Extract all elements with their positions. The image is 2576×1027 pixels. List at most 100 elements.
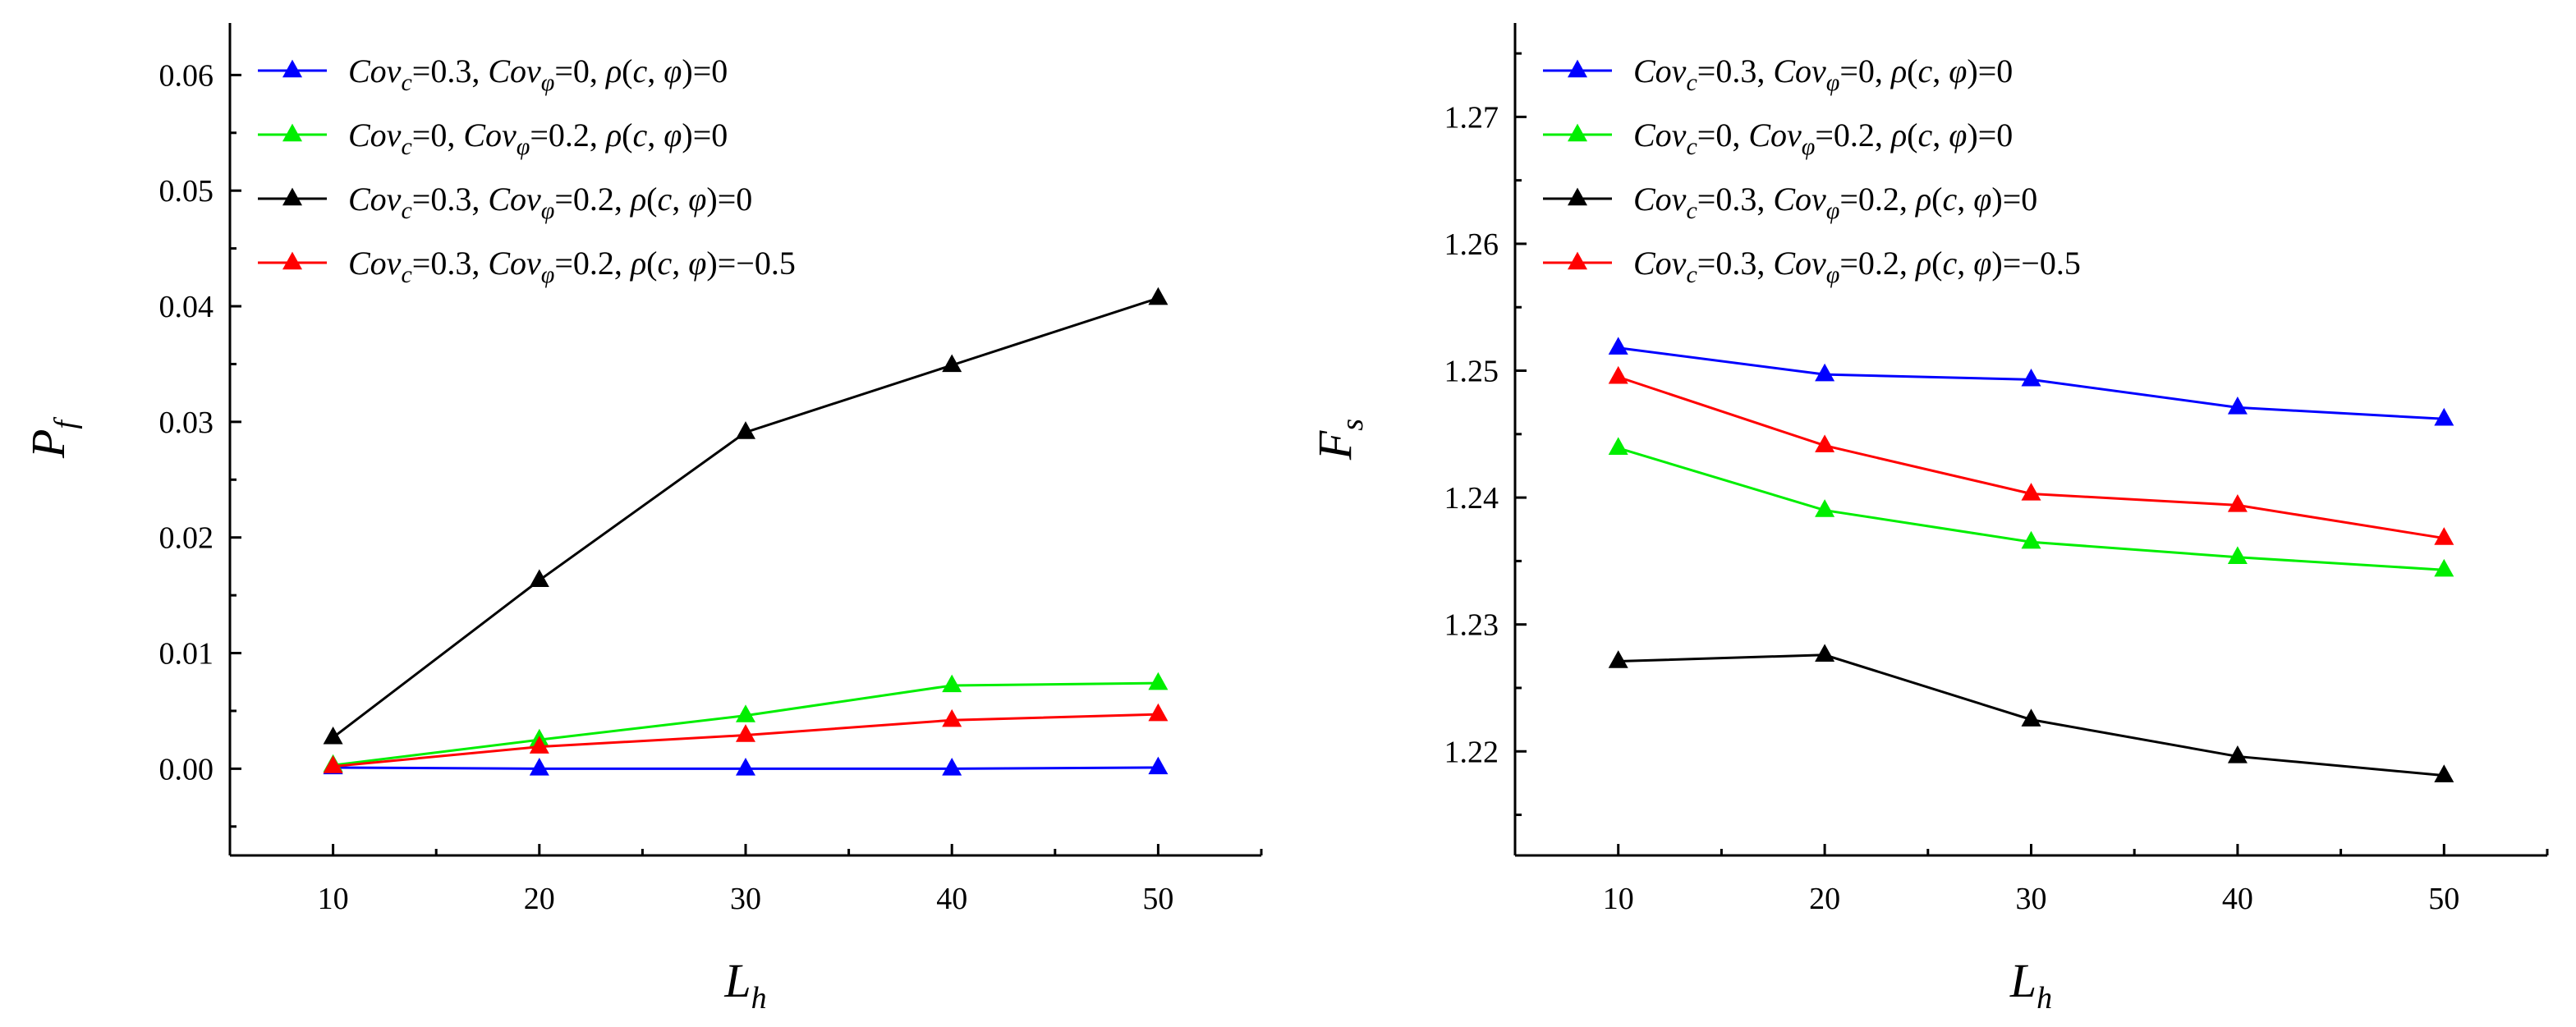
series: [1608, 437, 2454, 577]
legend-label: Covc=0, Covφ=0.2, ρ(c, φ)=0: [1633, 117, 2013, 160]
data-point-marker: [942, 354, 962, 373]
legend-label: Covc=0.3, Covφ=0, ρ(c, φ)=0: [348, 53, 728, 96]
data-point-marker: [1815, 363, 1835, 382]
legend-marker: [282, 123, 302, 142]
y-axis-title: Pf: [21, 417, 83, 459]
y-tick-label: 0.02: [159, 521, 214, 556]
data-point-marker: [2227, 745, 2248, 763]
data-point-marker: [1815, 434, 1835, 452]
legend-marker: [1568, 123, 1587, 142]
data-point-marker: [942, 674, 962, 693]
data-point-marker: [736, 724, 755, 742]
data-point-marker: [1148, 756, 1169, 775]
legend: Covc=0.3, Covφ=0, ρ(c, φ)=0 Covc=0, Covφ=…: [1543, 53, 2081, 288]
y-tick-label: 0.01: [159, 637, 214, 672]
y-tick-label: 1.27: [1444, 100, 1499, 135]
y-axis-title: Fs: [1308, 419, 1370, 461]
y-tick-label: 0.04: [159, 290, 214, 324]
x-tick-label: 20: [1809, 882, 1840, 916]
legend-item: Covc=0, Covφ=0.2, ρ(c, φ)=0: [258, 117, 728, 160]
legend-item: Covc=0.3, Covφ=0, ρ(c, φ)=0: [1543, 53, 2013, 96]
data-point-marker: [1608, 437, 1628, 456]
data-point-marker: [2434, 407, 2454, 426]
x-tick-label: 40: [2222, 882, 2253, 916]
series-line: [1618, 375, 2445, 540]
data-point-marker: [1815, 499, 1835, 517]
legend-label: Covc=0.3, Covφ=0.2, ρ(c, φ)=0: [1633, 181, 2037, 224]
chart-safety-factor: 1.22 1.23 1.24 1.25 1.26 1.27 10 20 30 40 50 Lh Fs Co…: [1308, 23, 2549, 1016]
axes: 1.22 1.23 1.24 1.25 1.26 1.27 10 20 30 40 50: [1444, 23, 2549, 916]
x-tick-label: 10: [318, 882, 349, 916]
y-tick-label: 1.23: [1444, 608, 1499, 643]
y-tick-label: 0.06: [159, 58, 214, 93]
series-line: [1618, 447, 2445, 571]
series: [1608, 365, 2454, 545]
legend-label: Covc=0.3, Covφ=0, ρ(c, φ)=0: [1633, 53, 2013, 96]
x-axis-title: Lh: [723, 954, 766, 1016]
data-point-marker: [942, 708, 962, 727]
data-point-marker: [2021, 368, 2041, 387]
data-point-marker: [1608, 337, 1628, 355]
y-tick-label: 1.25: [1444, 355, 1499, 389]
data-point-marker: [323, 726, 343, 745]
data-point-marker: [2434, 558, 2454, 577]
x-tick-label: 30: [730, 882, 761, 916]
x-tick-label: 50: [1142, 882, 1173, 916]
legend-label: Covc=0, Covφ=0.2, ρ(c, φ)=0: [348, 117, 728, 160]
legend-item: Covc=0, Covφ=0.2, ρ(c, φ)=0: [1543, 117, 2013, 160]
data-point-marker: [2021, 530, 2041, 549]
series: [1608, 337, 2454, 426]
data-point-marker: [942, 757, 962, 776]
legend-label: Covc=0.3, Covφ=0.2, ρ(c, φ)=−0.5: [1633, 245, 2081, 288]
data-point-marker: [2021, 483, 2041, 501]
legend-marker: [282, 187, 302, 206]
data-point-marker: [2434, 527, 2454, 545]
series: [323, 672, 1169, 773]
legend-label: Covc=0.3, Covφ=0.2, ρ(c, φ)=0: [348, 181, 752, 224]
legend-marker: [1568, 59, 1587, 78]
data-point-marker: [736, 421, 755, 439]
data-point-marker: [736, 704, 755, 722]
y-tick-label: 1.22: [1444, 735, 1499, 769]
data-point-marker: [1148, 703, 1169, 722]
legend-item: Covc=0.3, Covφ=0.2, ρ(c, φ)=−0.5: [258, 245, 796, 288]
series: [323, 703, 1169, 773]
legend-marker: [1568, 251, 1587, 270]
data-point-marker: [1608, 365, 1628, 384]
chart-failure-probability: 0.00 0.01 0.02 0.03 0.04 0.05 0.06 10 20 30 40 50 Lh…: [21, 23, 1263, 1016]
data-point-marker: [1815, 644, 1835, 662]
data-point-marker: [529, 569, 549, 588]
series: [323, 287, 1169, 745]
series: [1608, 644, 2454, 782]
legend-item: Covc=0.3, Covφ=0.2, ρ(c, φ)=−0.5: [1543, 245, 2081, 288]
legend-marker: [282, 251, 302, 270]
x-tick-label: 30: [2016, 882, 2047, 916]
legend-marker: [1568, 187, 1587, 206]
y-tick-label: 1.26: [1444, 227, 1499, 262]
legend-label: Covc=0.3, Covφ=0.2, ρ(c, φ)=−0.5: [348, 245, 796, 288]
data-point-marker: [323, 755, 343, 773]
data-point-marker: [1148, 672, 1169, 690]
x-tick-label: 40: [936, 882, 967, 916]
data-point-marker: [736, 757, 755, 776]
data-point-marker: [1148, 287, 1169, 305]
x-tick-label: 10: [1603, 882, 1634, 916]
y-tick-label: 0.00: [159, 752, 214, 786]
series-line: [332, 296, 1159, 739]
legend-item: Covc=0.3, Covφ=0.2, ρ(c, φ)=0: [258, 181, 752, 224]
y-tick-label: 0.05: [159, 174, 214, 209]
legend-item: Covc=0.3, Covφ=0, ρ(c, φ)=0: [258, 53, 728, 96]
legend-item: Covc=0.3, Covφ=0.2, ρ(c, φ)=0: [1543, 181, 2037, 224]
data-point-marker: [2227, 396, 2248, 415]
legend-marker: [282, 59, 302, 78]
data-point-marker: [2227, 493, 2248, 512]
data-point-marker: [2227, 546, 2248, 564]
x-tick-label: 50: [2428, 882, 2459, 916]
data-point-marker: [529, 757, 549, 776]
data-point-marker: [2021, 708, 2041, 727]
x-tick-label: 20: [524, 882, 555, 916]
legend: Covc=0.3, Covφ=0, ρ(c, φ)=0 Covc=0, Covφ=…: [258, 53, 796, 288]
series: [323, 756, 1169, 776]
y-tick-label: 0.03: [159, 406, 214, 440]
